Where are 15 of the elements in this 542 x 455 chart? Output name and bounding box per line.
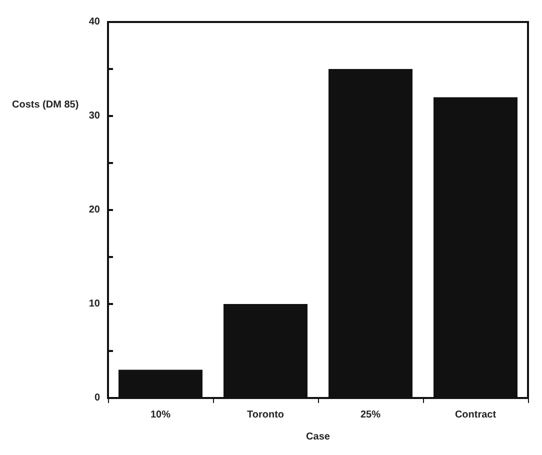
bar xyxy=(328,69,412,398)
bar xyxy=(434,97,518,398)
x-tick-label: 25% xyxy=(360,410,381,420)
x-tick-label: Contract xyxy=(454,410,497,420)
bar xyxy=(224,304,308,398)
y-tick-label: 40 xyxy=(88,16,100,28)
y-axis-title: Costs (DM 85) xyxy=(12,100,79,110)
y-tick-label: 20 xyxy=(88,204,100,216)
bar xyxy=(118,370,202,398)
y-tick-label: 30 xyxy=(88,110,100,122)
y-tick-label: 10 xyxy=(88,298,100,310)
x-tick-label: 10% xyxy=(150,410,171,420)
x-axis-title: Case xyxy=(306,432,330,442)
x-tick-label: Toronto xyxy=(246,410,284,420)
y-tick-label: 0 xyxy=(94,392,100,404)
